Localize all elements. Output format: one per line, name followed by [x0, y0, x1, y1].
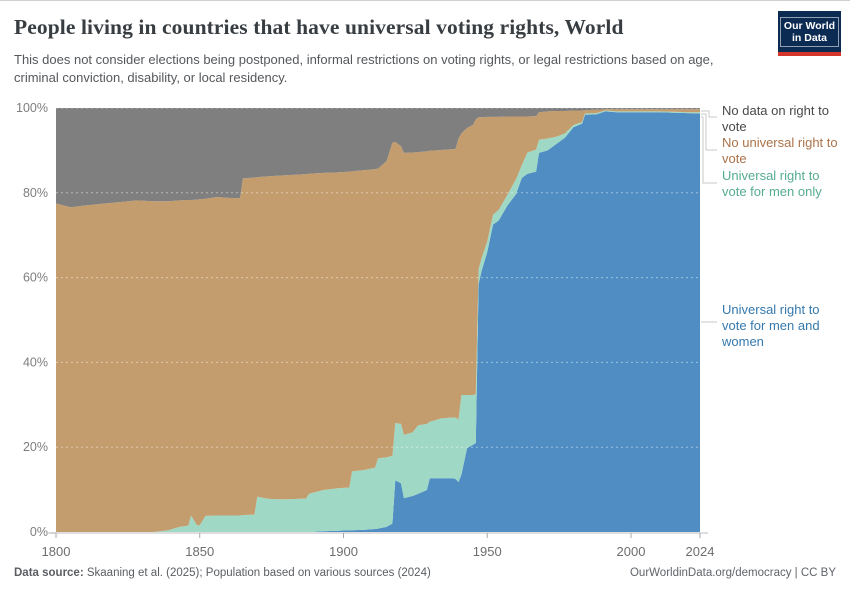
svg-text:60%: 60% — [23, 271, 48, 285]
svg-text:2024: 2024 — [686, 544, 715, 559]
svg-text:1800: 1800 — [42, 544, 71, 559]
svg-text:0%: 0% — [30, 525, 48, 539]
legend-connectors — [701, 110, 717, 323]
footer: Data source: Skaaning et al. (2025); Pop… — [0, 567, 850, 579]
page-title: People living in countries that have uni… — [14, 15, 624, 39]
legend-item-men-women[interactable]: Universal right to vote for men and wome… — [722, 302, 820, 349]
page-subtitle: This does not consider elections being p… — [14, 52, 714, 86]
svg-text:40%: 40% — [23, 355, 48, 369]
gridlines — [56, 107, 700, 448]
legend-item-men-only[interactable]: Universal right to vote for men only — [722, 168, 822, 199]
svg-text:80%: 80% — [23, 186, 48, 200]
area-men-women[interactable] — [56, 111, 700, 533]
svg-text:20%: 20% — [23, 440, 48, 454]
svg-text:1850: 1850 — [185, 544, 214, 559]
legend-item-no-data[interactable]: No data on right to vote — [722, 103, 829, 134]
owid-logo[interactable]: Our World in Data — [778, 11, 841, 56]
data-source-note: Data source: Skaaning et al. (2025); Pop… — [14, 567, 431, 579]
svg-text:100%: 100% — [16, 101, 48, 115]
svg-text:2000: 2000 — [617, 544, 646, 559]
svg-text:1900: 1900 — [329, 544, 358, 559]
x-axis: 1800 1850 1900 1950 2000 2024 — [42, 532, 715, 559]
area-no-data[interactable] — [56, 108, 700, 208]
owid-logo-text: Our World in Data — [779, 16, 840, 48]
area-no-universal[interactable] — [56, 109, 700, 533]
legend-item-no-universal[interactable]: No universal right to vote — [722, 135, 838, 166]
plot-areas[interactable] — [56, 108, 700, 533]
footer-attribution[interactable]: OurWorldinData.org/democracy | CC BY — [629, 567, 836, 579]
y-axis: 0% 20% 40% 60% 80% 100% — [16, 101, 56, 539]
owid-logo-stripe — [778, 52, 841, 56]
svg-text:1950: 1950 — [473, 544, 502, 559]
